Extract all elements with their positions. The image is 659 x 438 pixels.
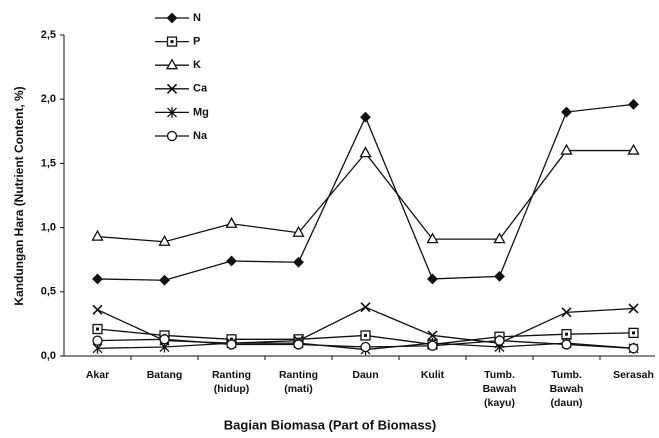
marker <box>226 339 237 350</box>
x-tick-label: Kulit <box>420 369 445 381</box>
y-tick-label: 0,0 <box>41 350 56 362</box>
marker <box>360 111 371 123</box>
legend-label: P <box>193 36 200 48</box>
y-tick-label: 2,0 <box>41 93 56 105</box>
marker <box>560 143 573 155</box>
series-line <box>97 149 634 243</box>
marker-dot <box>364 333 367 337</box>
marker-dot <box>96 327 99 331</box>
marker <box>92 335 103 346</box>
x-tick-label: Akar <box>85 369 110 381</box>
y-tick-label: 1,0 <box>41 222 56 234</box>
marker <box>360 302 371 313</box>
y-tick-label: 0,5 <box>41 286 56 298</box>
y-axis-title: Kandungan Hara (Nutrient Content, %) <box>12 86 26 305</box>
y-tick-label: 1,5 <box>41 157 56 169</box>
x-tick-label: Batang <box>146 369 183 381</box>
x-tick-label: Serasah <box>613 369 654 381</box>
legend-label: Na <box>193 130 208 142</box>
marker <box>159 274 170 286</box>
x-axis-title: Bagian Biomasa (Part of Biomass) <box>224 417 436 432</box>
marker <box>561 307 572 318</box>
marker <box>561 106 572 118</box>
legend-label: Ca <box>193 83 208 95</box>
marker <box>628 343 639 354</box>
marker <box>292 225 305 237</box>
marker <box>226 255 237 267</box>
marker <box>494 270 505 282</box>
marker <box>427 273 438 285</box>
marker <box>167 106 177 118</box>
x-tick-label: Tumb. Bawah (daun) <box>549 369 584 409</box>
marker <box>92 304 103 315</box>
marker <box>92 273 103 285</box>
marker <box>165 58 179 70</box>
marker <box>627 143 640 155</box>
marker <box>293 256 304 268</box>
marker <box>628 98 639 110</box>
marker <box>628 303 639 314</box>
marker <box>426 232 439 244</box>
marker <box>359 146 372 158</box>
marker <box>91 229 104 241</box>
marker-dot <box>170 40 174 44</box>
marker <box>494 335 505 346</box>
legend-label: K <box>193 59 201 71</box>
legend-label: N <box>193 12 201 24</box>
marker <box>493 232 506 244</box>
series-line <box>97 103 634 281</box>
marker <box>225 216 238 228</box>
x-tick-label: Daun <box>352 369 379 381</box>
legend-label: Mg <box>193 106 209 118</box>
marker <box>158 234 171 246</box>
marker <box>293 339 304 350</box>
marker <box>561 339 572 350</box>
marker <box>166 12 178 24</box>
marker <box>427 330 438 341</box>
marker <box>166 130 178 142</box>
marker <box>166 83 178 94</box>
marker <box>159 334 170 345</box>
y-tick-label: 2,5 <box>41 29 56 41</box>
x-tick-label: Ranting (hidup) <box>211 369 252 395</box>
marker <box>360 341 371 353</box>
marker <box>427 340 438 351</box>
x-tick-label: Tumb. Bawah (kayu) <box>482 369 517 409</box>
x-tick-label: Ranting (mati) <box>278 369 319 395</box>
marker-dot <box>565 332 568 336</box>
marker-dot <box>632 331 635 335</box>
